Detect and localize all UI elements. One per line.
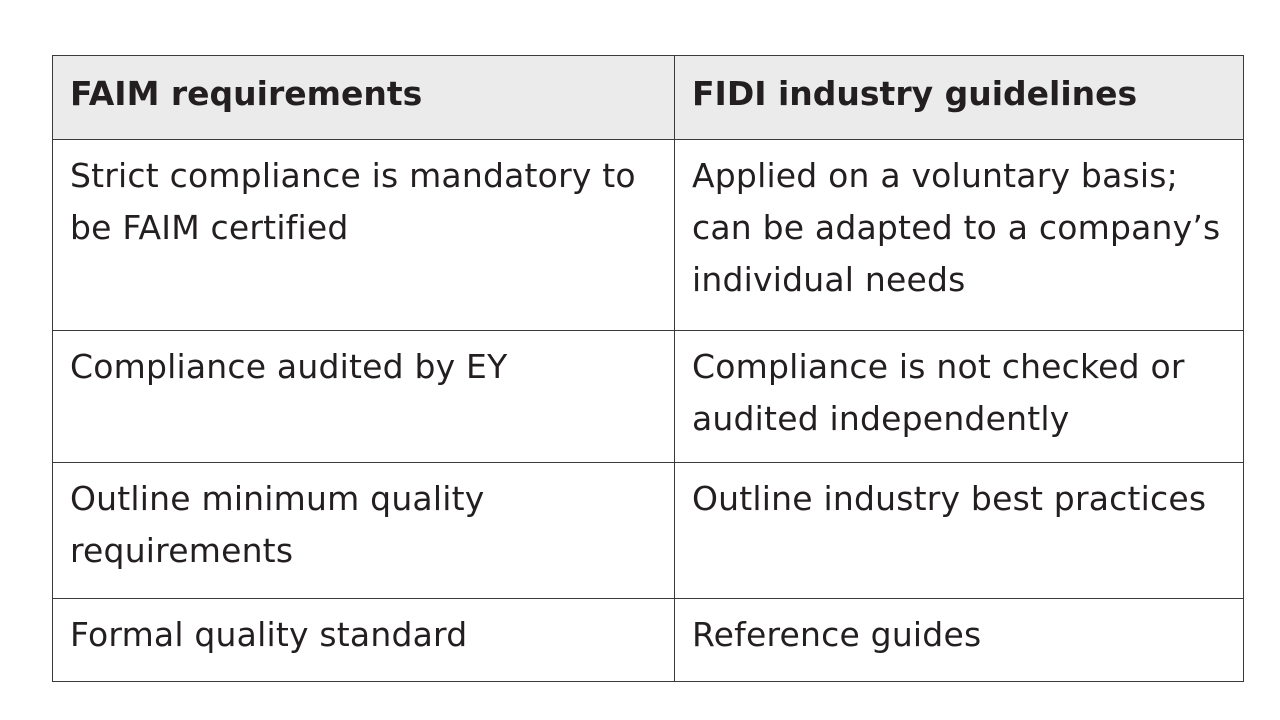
table-cell-fidi: Outline industry best practices xyxy=(674,462,1244,599)
table-header: FAIM requirements FIDI industry guidelin… xyxy=(52,55,1244,140)
header-faim-requirements: FAIM requirements xyxy=(52,55,675,140)
table-cell-fidi: Reference guides xyxy=(674,598,1244,682)
table-row: Strict compliance is mandatory to be FAI… xyxy=(52,139,1244,331)
table-cell-faim: Outline minimum quality requirements xyxy=(52,462,675,599)
table-row: Outline minimum quality requirements Out… xyxy=(52,462,1244,599)
header-fidi-industry-guidelines: FIDI industry guidelines xyxy=(674,55,1244,140)
table-row: Formal quality standard Reference guides xyxy=(52,598,1244,682)
header-row: FAIM requirements FIDI industry guidelin… xyxy=(52,55,1244,140)
table-cell-faim: Formal quality standard xyxy=(52,598,675,682)
table-body: Strict compliance is mandatory to be FAI… xyxy=(52,139,1244,682)
table-cell-faim: Compliance audited by EY xyxy=(52,330,675,463)
table-cell-fidi: Compliance is not checked or audited ind… xyxy=(674,330,1244,463)
comparison-table: FAIM requirements FIDI industry guidelin… xyxy=(52,55,1244,682)
table-cell-faim: Strict compliance is mandatory to be FAI… xyxy=(52,139,675,331)
table-row: Compliance audited by EY Compliance is n… xyxy=(52,330,1244,463)
table-cell-fidi: Applied on a voluntary basis; can be ada… xyxy=(674,139,1244,331)
